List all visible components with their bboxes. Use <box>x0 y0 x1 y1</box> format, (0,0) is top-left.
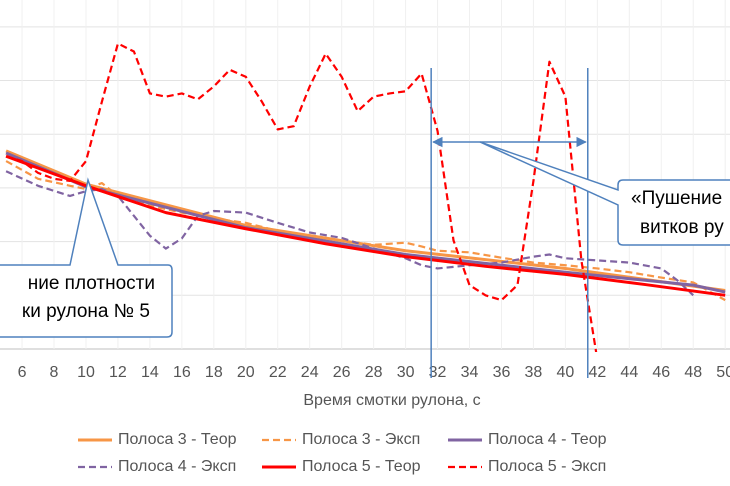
x-tick-label: 46 <box>652 364 670 381</box>
callout-text: ки рулона № 5 <box>22 301 150 322</box>
x-tick-label: 8 <box>50 364 59 381</box>
callout-text: витков ру <box>640 217 724 238</box>
x-tick-label: 26 <box>333 364 351 381</box>
x-tick-label: 16 <box>173 364 191 381</box>
x-tick-label: 18 <box>205 364 223 381</box>
x-tick-label: 50 <box>716 364 730 381</box>
legend-label: Полоса 5 - Теор <box>302 458 421 475</box>
series-line <box>5 42 598 352</box>
x-tick-label: 28 <box>365 364 383 381</box>
x-tick-label: 44 <box>620 364 638 381</box>
legend-label: Полоса 4 - Теор <box>488 431 607 448</box>
grid: 6 8 10 12 14 16 18 20 22 24 26 28 30 32 34 36 38 40 42 44 46… <box>0 0 730 381</box>
legend-label: Полоса 5 - Эксп <box>488 458 606 475</box>
x-tick-label: 40 <box>557 364 575 381</box>
callout-text: ние плотности <box>28 273 155 294</box>
x-tick-label: 42 <box>588 364 606 381</box>
x-tick-label: 24 <box>301 364 319 381</box>
x-tick-label: 12 <box>109 364 127 381</box>
x-tick-label: 6 <box>18 364 27 381</box>
x-tick-label: 10 <box>77 364 95 381</box>
callout <box>479 141 730 246</box>
x-tick-label: 14 <box>141 364 159 381</box>
annotations: ние плотности ки рулона № 5 «Пушение витков… <box>0 68 730 378</box>
legend-label: Полоса 3 - Теор <box>118 431 237 448</box>
x-tick-label: 32 <box>429 364 447 381</box>
plot-area <box>5 42 726 352</box>
x-tick-label: 38 <box>525 364 543 381</box>
x-axis-title: Время смотки рулона, с <box>303 392 480 409</box>
legend-label: Полоса 3 - Эксп <box>302 431 420 448</box>
legend: Полоса 3 - Теор Полоса 3 - Эксп Полоса 4 -… <box>78 431 607 475</box>
legend-label: Полоса 4 - Эксп <box>118 458 236 475</box>
x-tick-label: 48 <box>684 364 702 381</box>
x-tick-label: 36 <box>493 364 511 381</box>
x-tick-label: 20 <box>237 364 255 381</box>
x-tick-label: 22 <box>269 364 287 381</box>
x-tick-label: 34 <box>461 364 479 381</box>
x-tick-label: 30 <box>397 364 415 381</box>
callout-text: «Пушение <box>631 188 722 209</box>
callout <box>0 177 173 338</box>
series-line <box>5 154 726 297</box>
